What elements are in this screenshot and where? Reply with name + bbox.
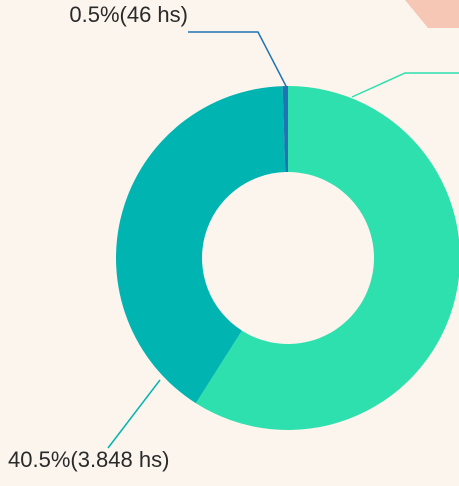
decoration <box>405 0 459 28</box>
leader-line <box>351 72 459 98</box>
donut-slice <box>195 86 459 430</box>
data-label: 40.5%(3.848 hs) <box>8 447 169 472</box>
donut-slice <box>115 86 286 404</box>
leader-line <box>188 31 288 89</box>
data-label: 0.5%(46 hs) <box>69 2 188 27</box>
donut-slice <box>282 86 288 173</box>
leader-line <box>107 379 161 449</box>
